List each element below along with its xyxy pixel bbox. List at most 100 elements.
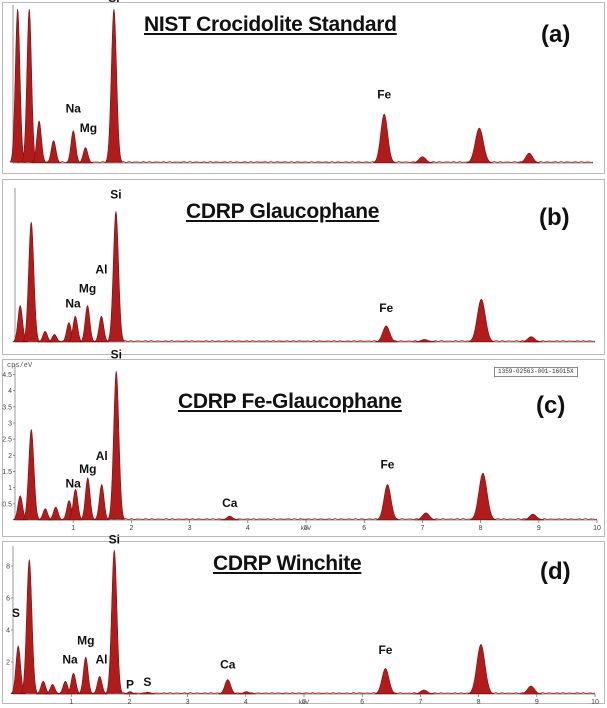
spectrum-peak [521,513,545,521]
x-tick-label: 5 [304,525,308,532]
spectrum-panel-d: 1 2 3 4 5 6 7 8 9 10 keV 2 4 6 8 Si Mg Na Al Ca Fe P S S CDRP W… [2,533,605,706]
x-tick-label: 1 [71,525,75,532]
x-tick-label: 6 [362,525,366,532]
panel-label: (b) [539,204,570,231]
spectrum-peak [413,339,436,343]
spectrum-peak [375,325,398,343]
background-continuum [12,161,594,164]
spectrum-peak [46,140,62,164]
spectrum-peak [31,120,47,164]
spectrum-panel-c: 1 2 3 4 5 6 7 8 9 10 keV 0.5 1 1.5 2 2.5 3 3.5 4 4.5 Si Al Mg N… [2,347,605,537]
spectrum-legend: 1359-02563-001-16015X [494,367,578,377]
spectrum-peak [78,147,93,164]
y-tick-label: 3 [8,420,12,427]
x-tick-label: 9 [535,699,539,706]
spectrum-peak [139,691,155,695]
spectrum-panel-b: Si Al Mg Na Fe CDRP Glaucophane (b) [2,179,605,355]
spectrum-peak [468,298,495,343]
spectrum-peak [48,506,64,521]
spectrum-peak [105,549,124,694]
spectrum-peak [67,488,84,521]
spectrum-plot-a: Si Na Mg Fe [9,0,594,164]
x-tick-label: 2 [127,699,131,706]
element-label: Na [66,477,82,491]
spectrum-peak [122,691,138,695]
panel-title: NIST Crocidolite Standard [144,13,397,36]
y-tick-label: 1 [8,485,12,492]
element-label: Al [95,653,107,667]
spectrum-peak [414,512,438,521]
x-tick-label: 7 [420,525,424,532]
element-label: Ca [220,657,236,671]
spectrum-peak [80,477,96,521]
spectrum-peak [92,676,108,695]
element-label: Na [62,653,78,667]
element-label: Fe [379,301,393,315]
spectrum-peak [105,8,123,163]
spectrum-peak [520,336,543,343]
spectrum-peak [411,156,434,164]
x-tick-label: 9 [537,525,541,532]
x-tick-label: 5 [302,699,306,706]
y-tick-label: 2.5 [2,437,12,444]
element-label: Si [108,0,119,5]
spectrum-peak [93,315,109,343]
spectrum-plot-c: 1 2 3 4 5 6 7 8 9 10 keV 0.5 1 1.5 2 2.5 3 3.5 4 4.5 Si AlMgN… [2,347,601,532]
spectrum-peak [220,515,240,521]
spectrum-peak [107,371,126,520]
x-axis-label: keV [299,700,309,706]
element-label: Mg [80,121,97,135]
spectrum-peak [78,656,94,695]
x-tick-label: 10 [591,699,599,706]
spectrum-peak [374,668,397,695]
element-label: Fe [380,457,394,471]
x-tick-label: 8 [479,525,483,532]
element-label: Si [111,347,122,361]
y-tick-label: 4 [8,388,12,395]
x-tick-label: 4 [246,525,250,532]
element-label: Na [65,297,81,311]
spectrum-peak [519,685,543,695]
x-tick-label: 7 [418,699,422,706]
spectrum-peak [9,8,26,163]
spectrum-peak [237,691,256,695]
x-tick-label: 4 [244,699,248,706]
x-tick-label: 1 [69,699,73,706]
spectrum-peak [466,127,493,164]
spectrum-peak [21,8,38,163]
panel-title: CDRP Winchite [213,552,362,575]
element-label: P [126,677,134,691]
element-label: Mg [79,462,96,476]
element-label: Mg [77,633,94,647]
spectrum-peak [45,684,61,695]
spectrum-peak [37,508,53,521]
panel-title: CDRP Glaucophane [186,200,380,223]
y-tick-label: 3.5 [2,404,12,411]
element-label: Na [66,102,82,116]
y-tick-label: 6 [6,596,10,603]
spectrum-peak [79,304,96,343]
spectrum-peak [218,679,238,695]
element-label: S [143,675,151,689]
element-label: Fe [377,88,391,102]
element-label: Ca [222,496,238,510]
spectrum-peak [467,643,495,694]
x-tick-label: 2 [129,525,133,532]
y-tick-label: 0.5 [2,501,12,508]
y-axis-unit: cps/eV [7,362,33,370]
spectrum-peak [66,672,82,695]
panel-label: (c) [536,392,566,419]
x-axis-label: keV [301,526,311,532]
spectrum-peak [46,334,62,343]
spectrum-peak [22,429,41,520]
element-label: S [12,606,20,620]
x-tick-label: 8 [477,699,481,706]
spectrum-peak [518,152,541,164]
spectrum-panel-a: Si Na Mg Fe NIST Crocidolite Standard (a) [2,0,605,174]
x-tick-label: 3 [188,525,192,532]
y-tick-label: 2 [8,453,12,460]
element-label: Si [110,187,121,201]
spectrum-peak [67,315,83,343]
spectrum-peak [20,559,39,694]
